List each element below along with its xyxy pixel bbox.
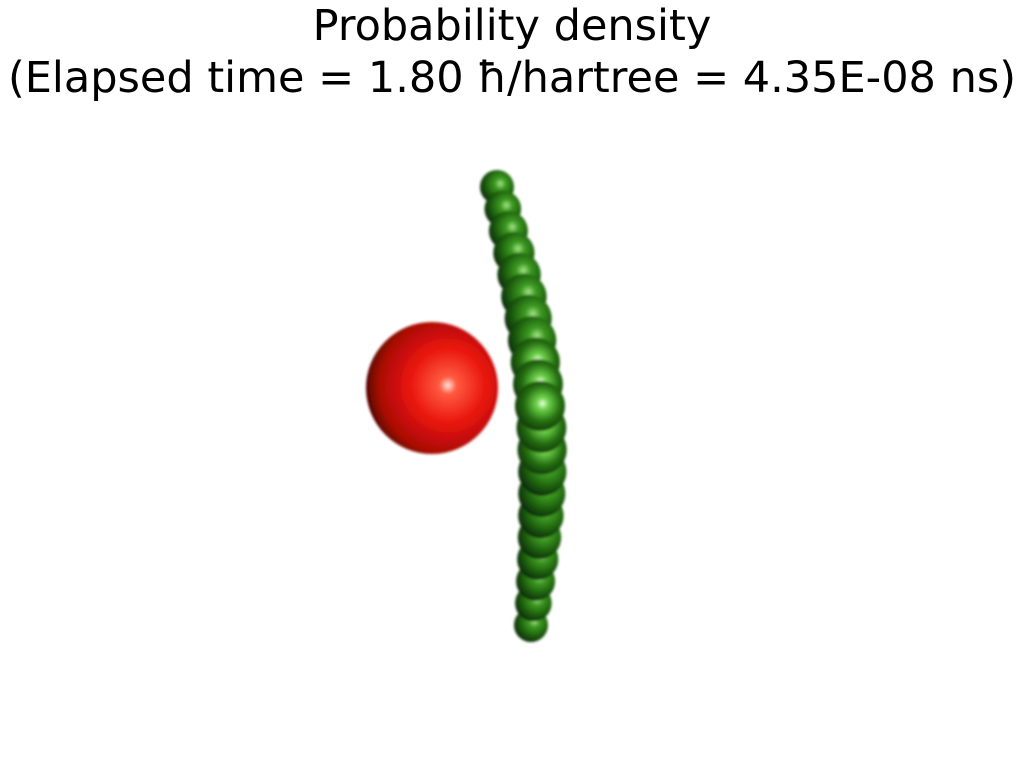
title-line-1: Probability density — [312, 1, 712, 51]
red-sphere — [366, 322, 498, 454]
title-line-2: (Elapsed time = 1.80 ħ/hartree = 4.35E-0… — [7, 53, 1017, 103]
green-sphere-chain — [480, 170, 567, 642]
green-sphere — [515, 381, 565, 431]
figure-title: Probability density (Elapsed time = 1.80… — [0, 0, 1024, 104]
